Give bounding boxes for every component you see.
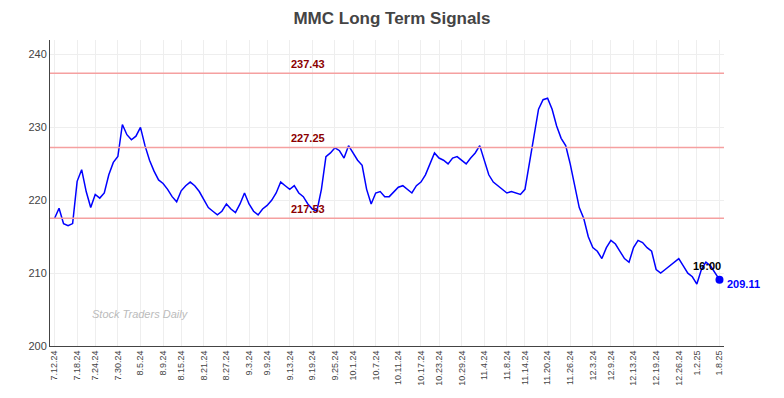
- svg-text:210: 210: [28, 267, 46, 279]
- svg-text:11.8.24: 11.8.24: [502, 351, 512, 380]
- svg-text:230: 230: [28, 121, 46, 133]
- svg-text:240: 240: [28, 48, 46, 60]
- svg-text:11.14.24: 11.14.24: [520, 351, 530, 385]
- svg-text:7.24.24: 7.24.24: [90, 351, 100, 381]
- svg-text:10.7.24: 10.7.24: [371, 351, 381, 381]
- svg-text:12.9.24: 12.9.24: [606, 351, 616, 381]
- svg-text:220: 220: [28, 194, 46, 206]
- svg-text:9.19.24: 9.19.24: [307, 351, 317, 381]
- svg-text:10.11.24: 10.11.24: [393, 351, 403, 385]
- svg-text:217.53: 217.53: [291, 203, 325, 215]
- svg-text:1.2.25: 1.2.25: [692, 351, 702, 376]
- svg-text:237.43: 237.43: [291, 58, 325, 70]
- svg-text:8.5.24: 8.5.24: [135, 351, 145, 376]
- svg-text:12.19.24: 12.19.24: [651, 351, 661, 386]
- svg-text:8.21.24: 8.21.24: [199, 351, 209, 381]
- svg-text:12.3.24: 12.3.24: [588, 351, 598, 381]
- svg-text:227.25: 227.25: [291, 132, 325, 144]
- svg-text:1.8.25: 1.8.25: [714, 351, 724, 376]
- svg-text:7.18.24: 7.18.24: [72, 351, 82, 381]
- svg-text:8.9.24: 8.9.24: [158, 351, 168, 376]
- svg-text:10.17.24: 10.17.24: [416, 351, 426, 386]
- svg-text:9.13.24: 9.13.24: [285, 351, 295, 381]
- svg-text:MMC Long Term Signals: MMC Long Term Signals: [293, 9, 490, 28]
- svg-text:Stock Traders Daily: Stock Traders Daily: [92, 308, 189, 320]
- svg-text:11.26.24: 11.26.24: [565, 351, 575, 385]
- svg-text:10.29.24: 10.29.24: [457, 351, 467, 386]
- svg-text:200: 200: [28, 340, 46, 352]
- svg-text:10.1.24: 10.1.24: [348, 351, 358, 381]
- svg-text:11.4.24: 11.4.24: [479, 351, 489, 380]
- svg-text:9.3.24: 9.3.24: [244, 351, 254, 376]
- svg-text:11.20.24: 11.20.24: [543, 351, 553, 385]
- svg-text:9.25.24: 9.25.24: [330, 351, 340, 381]
- svg-text:9.9.24: 9.9.24: [262, 351, 272, 376]
- svg-text:16:00: 16:00: [693, 260, 721, 272]
- svg-text:12.13.24: 12.13.24: [628, 351, 638, 386]
- svg-text:8.27.24: 8.27.24: [221, 351, 231, 381]
- svg-text:10.23.24: 10.23.24: [434, 351, 444, 386]
- svg-text:8.15.24: 8.15.24: [176, 351, 186, 381]
- svg-text:7.12.24: 7.12.24: [49, 351, 59, 381]
- svg-text:12.26.24: 12.26.24: [674, 351, 684, 386]
- svg-text:209.11: 209.11: [727, 278, 760, 290]
- svg-text:7.30.24: 7.30.24: [113, 351, 123, 381]
